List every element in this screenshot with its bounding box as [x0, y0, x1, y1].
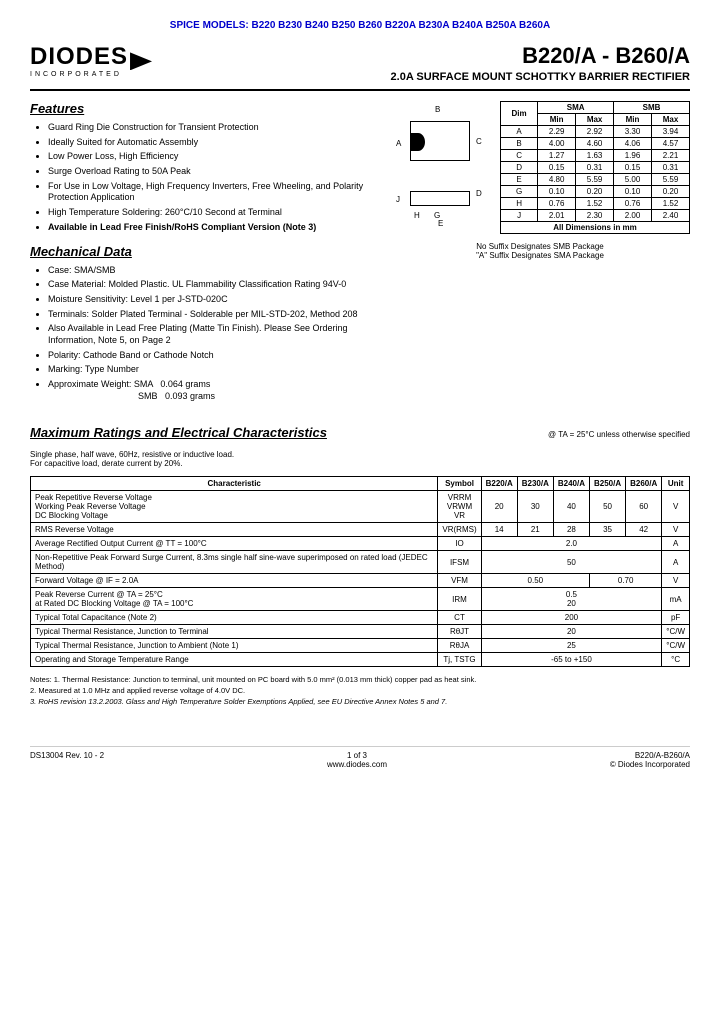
notes: Notes: 1. Thermal Resistance: Junction t…: [30, 675, 690, 706]
ratings-condition: @ TA = 25°C unless otherwise specified: [548, 430, 690, 439]
ratings-heading: Maximum Ratings and Electrical Character…: [30, 425, 327, 440]
header: DIODES INCORPORATED B220/A - B260/A 2.0A…: [30, 43, 690, 83]
feature-item: Guard Ring Die Construction for Transien…: [48, 122, 370, 134]
footer-page: 1 of 3: [327, 751, 387, 760]
suffix-note: No Suffix Designates SMB Package "A" Suf…: [390, 234, 690, 260]
mech-item: Case: SMA/SMB: [48, 265, 370, 277]
mech-item: Case Material: Molded Plastic. UL Flamma…: [48, 279, 370, 291]
footer-part: B220/A-B260/A: [610, 751, 690, 760]
logo: DIODES INCORPORATED: [30, 43, 152, 78]
mech-item: Moisture Sensitivity: Level 1 per J-STD-…: [48, 294, 370, 306]
mech-item: Marking: Type Number: [48, 364, 370, 376]
features-heading: Features: [30, 101, 370, 116]
feature-item: Ideally Suited for Automatic Assembly: [48, 137, 370, 149]
mech-item: Also Available in Lead Free Plating (Mat…: [48, 323, 370, 346]
features-list: Guard Ring Die Construction for Transien…: [30, 122, 370, 234]
package-diagram: B A C D J H G E: [390, 101, 490, 231]
ratings-sub: Single phase, half wave, 60Hz, resistive…: [30, 450, 690, 468]
feature-item: For Use in Low Voltage, High Frequency I…: [48, 181, 370, 204]
spice-models: SPICE MODELS: B220 B230 B240 B250 B260 B…: [30, 20, 690, 31]
footer-rev: DS13004 Rev. 10 - 2: [30, 751, 104, 769]
footer-url: www.diodes.com: [327, 760, 387, 769]
mech-item: Polarity: Cathode Band or Cathode Notch: [48, 350, 370, 362]
footer-copyright: © Diodes Incorporated: [610, 760, 690, 769]
mech-item: Terminals: Solder Plated Terminal - Sold…: [48, 309, 370, 321]
logo-triangle-icon: [130, 52, 152, 70]
feature-item: High Temperature Soldering: 260°C/10 Sec…: [48, 207, 370, 219]
mechanical-heading: Mechanical Data: [30, 244, 370, 259]
dimension-table: DimSMASMB MinMaxMinMax A2.292.923.303.94…: [500, 101, 690, 234]
mechanical-list: Case: SMA/SMB Case Material: Molded Plas…: [30, 265, 370, 403]
logo-sub: INCORPORATED: [30, 71, 152, 78]
feature-item: Surge Overload Rating to 50A Peak: [48, 166, 370, 178]
feature-item: Low Power Loss, High Efficiency: [48, 151, 370, 163]
footer: DS13004 Rev. 10 - 2 1 of 3 www.diodes.co…: [30, 746, 690, 769]
feature-item-bold: Available in Lead Free Finish/RoHS Compl…: [48, 222, 370, 234]
ratings-table: CharacteristicSymbol B220/AB230/A B240/A…: [30, 476, 690, 667]
logo-text: DIODES: [30, 43, 128, 70]
mech-item: Approximate Weight: SMA 0.064 grams SMB …: [48, 379, 370, 402]
subtitle: 2.0A SURFACE MOUNT SCHOTTKY BARRIER RECT…: [391, 71, 690, 83]
part-number-title: B220/A - B260/A: [391, 43, 690, 69]
